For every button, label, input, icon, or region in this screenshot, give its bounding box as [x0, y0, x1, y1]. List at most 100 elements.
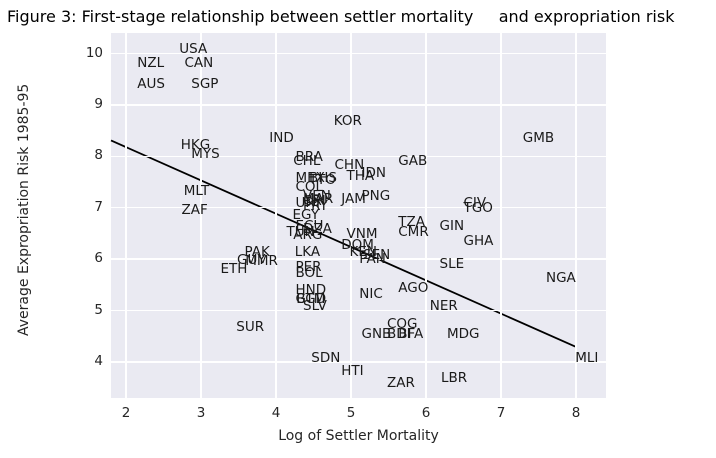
country-label-slv: SLV	[303, 298, 327, 315]
x-tick-label: 6	[421, 405, 431, 421]
country-label-cri: CRI	[303, 192, 326, 209]
country-label-hnd: HND	[295, 281, 327, 298]
plot-area: USA NZL CAN AUS SGP KOR IND GMB HKG MYS BRA CHL GAB C…	[110, 33, 606, 398]
country-label-nic: NIC	[359, 286, 383, 303]
country-label-gha: GHA	[463, 232, 494, 249]
y-tick-label: 5	[94, 301, 103, 318]
country-label-ner: NER	[429, 298, 458, 315]
country-label-vnm: VNM	[346, 225, 378, 242]
y-tick-label: 8	[94, 147, 103, 164]
country-label-hti: HTI	[341, 363, 364, 380]
country-label-ury: URY	[295, 195, 323, 212]
country-label-gnb: GNB	[361, 326, 392, 343]
country-label-gtm: GTM	[295, 290, 326, 307]
country-label-idn: IDN	[361, 164, 386, 181]
y-gridline	[111, 104, 606, 106]
country-label-sdn: SDN	[311, 349, 341, 366]
y-gridline	[111, 361, 606, 363]
country-label-zaf: ZAF	[181, 202, 208, 219]
country-label-ecu: ECU	[295, 218, 324, 235]
country-label-tha: THA	[346, 168, 375, 185]
x-tick-label: 5	[346, 405, 356, 421]
x-gridline	[200, 33, 202, 398]
country-label-arg: ARG	[293, 226, 323, 243]
country-label-mmr: MMR	[245, 253, 278, 270]
y-gridline	[111, 155, 606, 158]
country-label-bgd: BGD	[296, 290, 327, 307]
country-label-mlt: MLT	[183, 183, 210, 200]
country-label-zar: ZAR	[387, 375, 415, 392]
country-label-mli: MLI	[575, 349, 599, 366]
country-label-guy: GUY	[237, 252, 266, 269]
x-gridline	[350, 33, 352, 398]
country-label-bdi: BDI	[387, 326, 411, 343]
country-label-col: COL	[295, 178, 324, 195]
country-label-usa: USA	[179, 41, 208, 58]
country-label-lbr: LBR	[441, 370, 468, 387]
x-axis-label: Log of Settler Mortality	[278, 428, 439, 444]
country-label-sle: SLE	[439, 255, 465, 272]
x-gridline	[575, 33, 577, 398]
country-label-mex: MEX	[295, 169, 325, 186]
country-label-cmr: CMR	[398, 223, 429, 240]
country-label-bol: BOL	[295, 265, 323, 282]
x-tick-label: 4	[271, 405, 281, 421]
x-gridline	[275, 33, 277, 398]
y-tick-label: 10	[85, 44, 103, 61]
country-label-bra: BRA	[295, 148, 323, 165]
country-label-nga: NGA	[546, 269, 576, 286]
y-tick-label: 6	[94, 250, 103, 267]
country-label-ind: IND	[269, 130, 294, 146]
country-label-sur: SUR	[236, 318, 265, 335]
country-label-cog: COG	[387, 316, 418, 333]
country-label-egy: EGY	[292, 207, 320, 224]
country-label-sen: SEN	[363, 246, 391, 263]
y-tick-label: 4	[94, 353, 103, 369]
regression-line	[110, 139, 576, 348]
country-label-ven: VEN	[303, 188, 331, 205]
country-label-gin: GIN	[439, 218, 465, 235]
x-gridline	[500, 33, 502, 398]
country-label-mdg: MDG	[447, 326, 480, 343]
x-tick-label: 8	[571, 405, 581, 421]
country-label-mys: MYS	[191, 146, 220, 163]
figure-title: Figure 3: First-stage relationship betwe…	[7, 7, 675, 26]
country-label-sgp: SGP	[191, 76, 219, 93]
country-label-dom: DOM	[341, 237, 374, 254]
country-label-aus: AUS	[137, 76, 165, 93]
x-tick-label: 7	[496, 405, 506, 421]
country-label-tun: TUN	[286, 223, 315, 240]
country-label-tto: TTO	[309, 172, 336, 189]
country-label-mar: MAR	[303, 190, 334, 207]
y-tick-label: 7	[94, 198, 103, 215]
x-tick-label: 3	[196, 405, 206, 421]
country-label-ken: KEN	[349, 244, 377, 261]
country-label-per: PER	[295, 258, 322, 275]
y-gridline	[111, 52, 606, 55]
country-label-gmb: GMB	[522, 130, 555, 146]
y-gridline	[111, 207, 606, 209]
country-label-tza: TZA	[398, 213, 425, 230]
country-label-ago: AGO	[398, 279, 429, 296]
country-label-jam: JAM	[341, 190, 366, 207]
country-label-civ: CIV	[463, 195, 487, 212]
country-label-bfa: BFA	[398, 326, 424, 343]
country-label-hkg: HKG	[180, 136, 211, 153]
x-tick-label: 2	[121, 405, 131, 421]
country-label-tgo: TGO	[463, 199, 493, 216]
country-label-bhs: BHS	[309, 169, 337, 186]
x-gridline	[125, 33, 127, 398]
country-label-lka: LKA	[294, 244, 321, 261]
country-label-can: CAN	[184, 54, 214, 71]
country-label-gab: GAB	[398, 153, 428, 170]
country-label-kor: KOR	[333, 113, 362, 130]
y-gridline	[111, 309, 606, 312]
x-gridline	[425, 33, 427, 398]
country-label-chn: CHN	[334, 156, 365, 173]
country-label-pry: PRY	[303, 197, 328, 214]
country-label-pak: PAK	[244, 244, 270, 261]
country-label-nzl: NZL	[137, 54, 165, 71]
y-gridline	[111, 258, 606, 260]
y-axis-label: Average Expropriation Risk 1985-95	[16, 83, 32, 336]
